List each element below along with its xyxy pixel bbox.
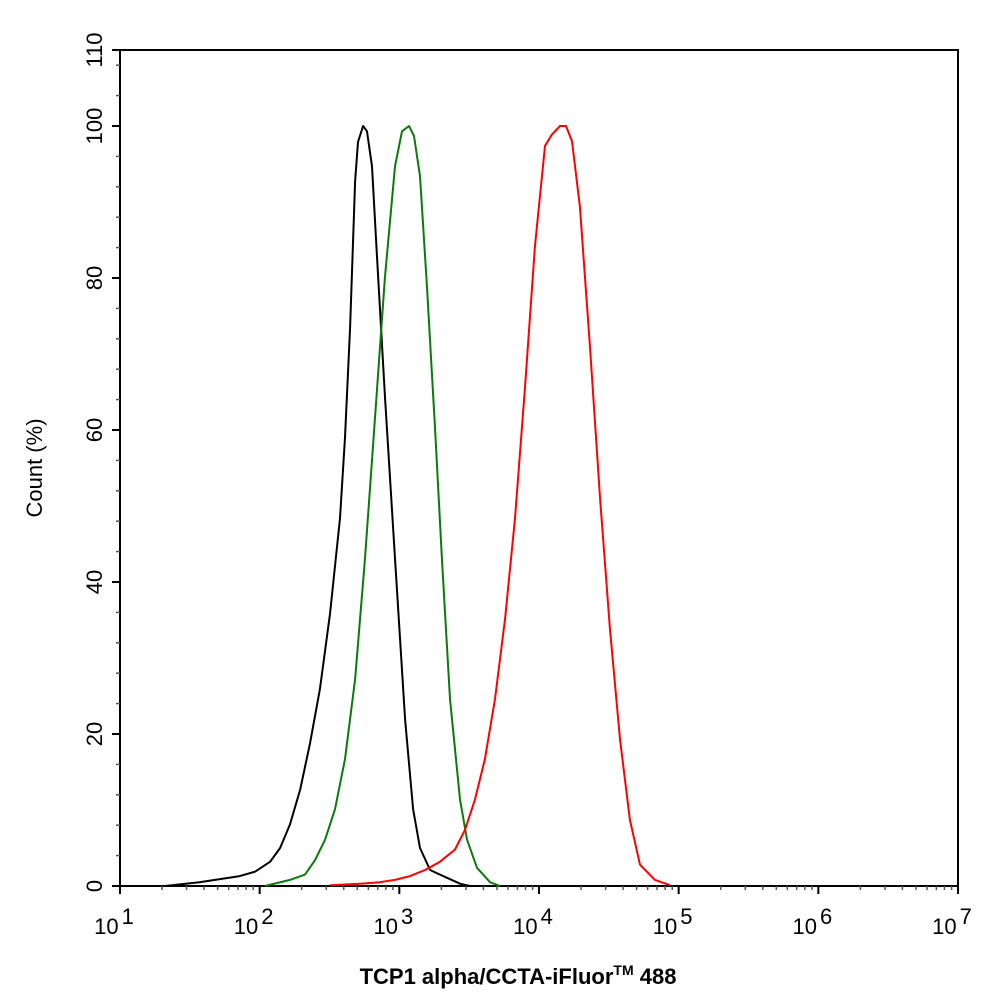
x-tick-label: 10 1: [94, 904, 134, 939]
y-axis-title: Count (%): [22, 418, 47, 517]
x-axis-title: TCP1 alpha/CCTA-iFluorTM 488: [360, 962, 677, 989]
y-tick-label: 20: [82, 722, 107, 746]
x-tick-label: 10 5: [653, 904, 693, 939]
plot-frame: [119, 49, 959, 887]
y-tick-label: 110: [82, 32, 107, 67]
series-line-1: [264, 125, 501, 887]
series-lines: [164, 125, 671, 887]
x-tick-label: 10 7: [932, 904, 972, 939]
y-tick-label: 80: [82, 266, 107, 290]
series-line-2: [329, 125, 671, 887]
y-tick-label: 40: [82, 570, 107, 594]
x-tick-label: 10 6: [792, 904, 832, 939]
x-axis: 10 1 10 2 10 3 10 4 10 5 10 6 10 7: [94, 886, 972, 939]
y-axis: 0 20 40 60 80 100 110: [82, 32, 120, 892]
x-tick-label: 10 3: [373, 904, 413, 939]
x-tick-label: 10 2: [234, 904, 274, 939]
y-tick-label: 60: [82, 418, 107, 442]
y-tick-label: 100: [82, 108, 107, 145]
y-tick-label: 0: [82, 880, 107, 892]
series-line-0: [164, 125, 471, 887]
x-tick-label: 10 4: [513, 904, 553, 939]
